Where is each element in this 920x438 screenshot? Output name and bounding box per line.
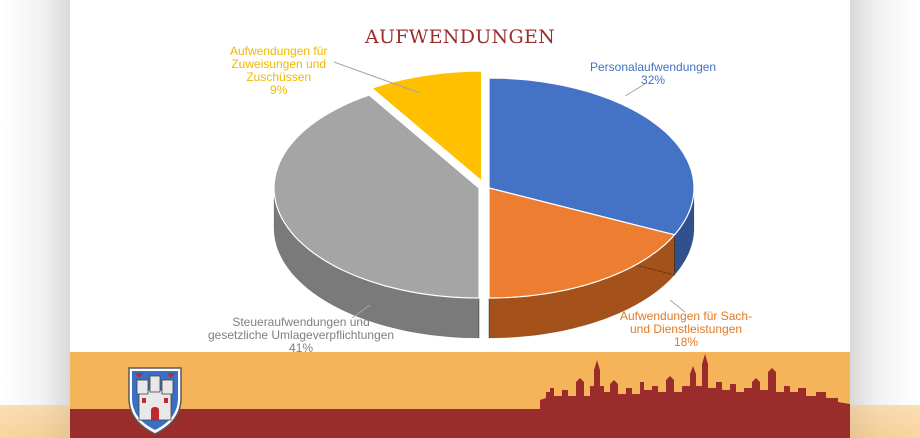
right-backdrop [850, 0, 920, 438]
label-zuweisungen-line-3: Zuschüssen [246, 70, 312, 84]
label-steuer-line-2: gesetzliche Umlageverpflichtungen [208, 328, 395, 342]
left-backdrop [0, 0, 70, 438]
slide: AUFWENDUNGEN Personalaufwendungen 32% Au… [70, 0, 850, 438]
town-skyline-icon [540, 354, 850, 410]
leader-line-2 [351, 304, 371, 319]
label-personal: Personalaufwendungen 32% [590, 61, 716, 87]
leader-line-1 [669, 299, 686, 313]
label-sach: Aufwendungen für Sach- und Dienstleistun… [620, 310, 752, 349]
footer-bottom-band [70, 409, 850, 438]
pie-slice-2 [273, 94, 480, 299]
label-sach-line-1: Aufwendungen für Sach- [620, 309, 753, 323]
footer-banner [70, 352, 850, 438]
pie-slice-3 [370, 70, 483, 183]
label-personal-line-1: Personalaufwendungen [590, 60, 717, 74]
pie-slice-0 [488, 77, 695, 236]
label-personal-percent: 32% [641, 73, 666, 87]
pie-chart [273, 61, 695, 339]
label-zuweisungen-line-1: Aufwendungen für [230, 44, 328, 58]
label-sach-percent: 18% [674, 335, 699, 349]
leader-line-3 [333, 61, 421, 94]
label-zuweisungen-percent: 9% [270, 83, 288, 97]
label-steuer-percent: 41% [289, 341, 314, 355]
pie-slice-1 [488, 187, 676, 299]
label-steuer: Steueraufwendungen und gesetzliche Umlag… [208, 316, 394, 355]
coat-of-arms-icon [128, 367, 182, 435]
label-zuweisungen: Aufwendungen für Zuweisungen und Zuschüs… [230, 45, 327, 97]
label-steuer-line-1: Steueraufwendungen und [232, 315, 370, 329]
leader-line-0 [624, 83, 646, 97]
label-zuweisungen-line-2: Zuweisungen und [231, 57, 327, 71]
chart-title: AUFWENDUNGEN [364, 26, 556, 48]
label-sach-line-2: und Dienstleistungen [630, 322, 743, 336]
